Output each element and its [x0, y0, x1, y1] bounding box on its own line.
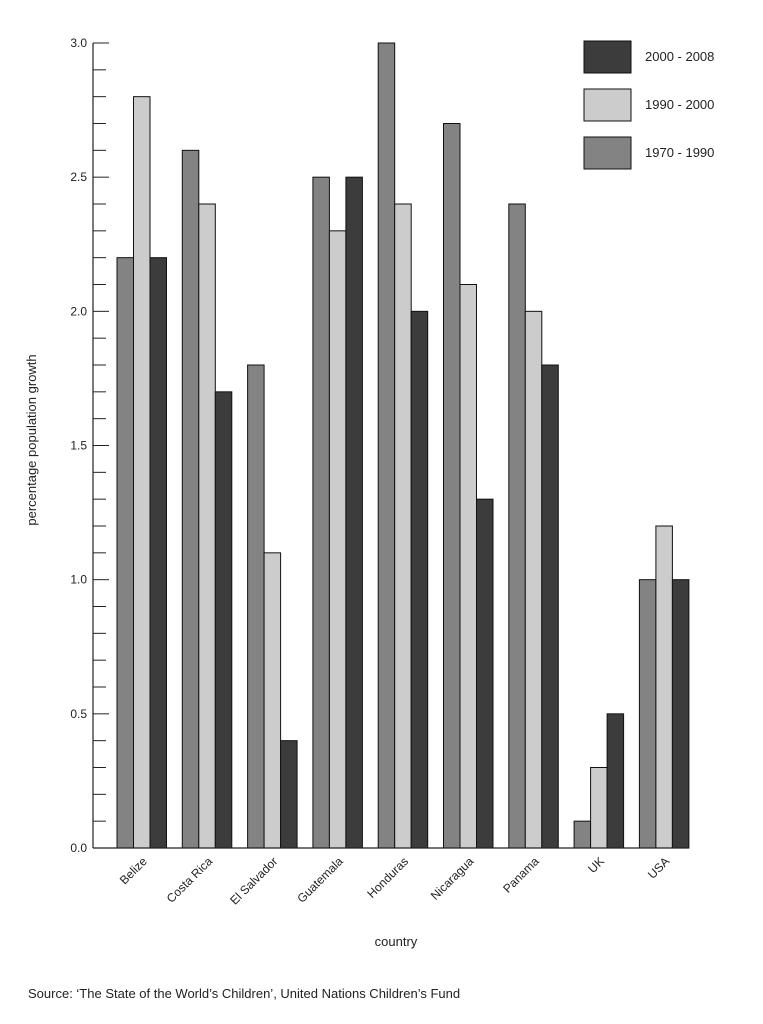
legend: 2000 - 2008 1990 - 2000 1970 - 1990	[583, 40, 714, 170]
bar	[198, 203, 216, 849]
legend-label: 2000 - 2008	[645, 49, 714, 64]
bar	[476, 498, 494, 849]
x-tick-label: Guatemala	[294, 854, 346, 906]
bars	[116, 42, 690, 849]
x-tick-label: Nicaragua	[428, 854, 477, 903]
x-axis: Belize Costa Rica El Salvador Guatemala Hond…	[93, 847, 689, 908]
x-tick-label: Panama	[500, 854, 542, 896]
bar	[573, 820, 592, 849]
bar	[671, 579, 690, 849]
y-tick-label: 2.5	[70, 170, 87, 184]
y-tick-label: 0.5	[70, 707, 87, 721]
y-tick-label: 1.0	[70, 573, 87, 587]
bar	[459, 284, 477, 849]
bar	[638, 579, 657, 849]
bar	[410, 310, 429, 849]
legend-swatch	[583, 88, 632, 122]
y-tick-label: 0.0	[70, 841, 87, 855]
legend-label: 1990 - 2000	[645, 97, 714, 112]
bar	[443, 123, 461, 849]
legend-swatch	[583, 136, 632, 170]
bar	[377, 42, 396, 849]
bar	[394, 203, 412, 849]
bar	[541, 364, 559, 849]
bar	[181, 149, 200, 849]
x-tick-label: El Salvador	[227, 854, 280, 907]
bar	[590, 767, 608, 849]
bar	[345, 176, 363, 849]
x-tick-label: Honduras	[364, 854, 411, 901]
x-tick-label: USA	[645, 854, 672, 881]
y-tick-label: 3.0	[70, 36, 87, 50]
source-note: Source: ‘The State of the World’s Childr…	[28, 986, 460, 1001]
x-tick-label: UK	[585, 854, 607, 876]
bar	[328, 230, 347, 849]
y-tick-label: 2.0	[70, 304, 87, 318]
bar	[524, 310, 543, 849]
x-tick-label: Belize	[117, 854, 150, 887]
bar	[508, 203, 526, 849]
y-axis-title: percentage population growth	[24, 354, 39, 525]
x-axis-title: country	[375, 934, 418, 949]
bar	[133, 96, 151, 849]
bar	[247, 364, 265, 849]
bar	[263, 552, 282, 849]
bar	[116, 257, 134, 849]
bar	[149, 257, 167, 849]
bar	[606, 713, 625, 849]
bar	[655, 525, 673, 849]
bar	[280, 740, 298, 849]
bar	[214, 391, 233, 849]
y-axis: 0.0 0.5 1.0 1.5 2.0 2.5 3.0	[70, 36, 109, 855]
x-tick-label: Costa Rica	[164, 854, 216, 906]
y-tick-label: 1.5	[70, 439, 87, 453]
legend-label: 1970 - 1990	[645, 145, 714, 160]
bar	[312, 176, 330, 849]
legend-swatch	[583, 40, 632, 74]
